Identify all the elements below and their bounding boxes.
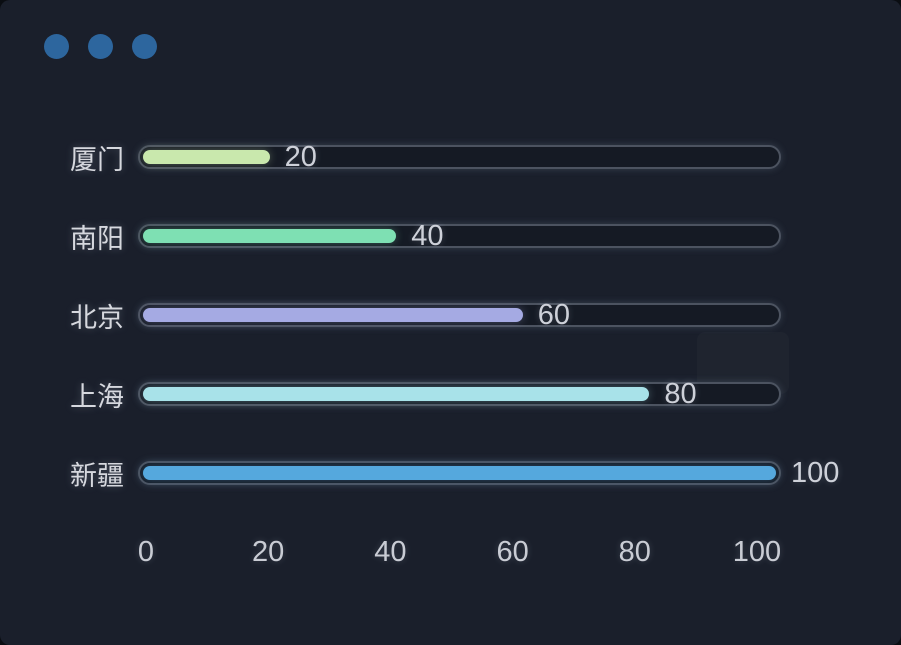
x-axis-tick-label: 0 <box>137 536 155 568</box>
bar-track <box>138 382 781 406</box>
value-label: 100 <box>791 456 840 489</box>
category-label: 新疆 <box>70 460 124 491</box>
bar-track <box>138 224 781 248</box>
category-label: 南阳 <box>70 223 124 254</box>
bar-fill[interactable] <box>143 150 270 164</box>
bar-track <box>138 303 781 327</box>
chart-row: 新疆 100 <box>0 453 901 493</box>
bar-fill[interactable] <box>143 229 397 243</box>
x-axis-tick-label: 60 <box>496 536 529 568</box>
category-label: 厦门 <box>70 144 124 175</box>
category-label: 上海 <box>70 381 124 412</box>
window-titlebar <box>44 34 157 59</box>
window-control-dot[interactable] <box>44 34 69 59</box>
chart-row: 北京 60 <box>0 295 901 335</box>
bar-fill[interactable] <box>143 308 523 322</box>
value-label: 60 <box>537 298 571 331</box>
value-label: 40 <box>411 219 444 252</box>
window-control-dot[interactable] <box>88 34 113 59</box>
x-axis-tick-label: 40 <box>374 536 407 568</box>
value-label: 80 <box>664 377 697 410</box>
window-control-dot[interactable] <box>132 34 157 59</box>
chart-row: 上海 80 <box>0 374 901 414</box>
value-label: 20 <box>284 140 317 173</box>
bar-fill[interactable] <box>143 466 776 480</box>
bar-fill[interactable] <box>143 387 650 401</box>
x-axis-tick-label: 20 <box>252 536 285 568</box>
category-label: 北京 <box>70 302 124 333</box>
chart-row: 南阳 40 <box>0 216 901 256</box>
chart-row: 厦门 20 <box>0 137 901 177</box>
bar-track <box>138 461 781 485</box>
bar-track <box>138 145 781 169</box>
x-axis-tick-label: 80 <box>618 536 651 568</box>
x-axis-tick-label: 100 <box>732 536 782 568</box>
